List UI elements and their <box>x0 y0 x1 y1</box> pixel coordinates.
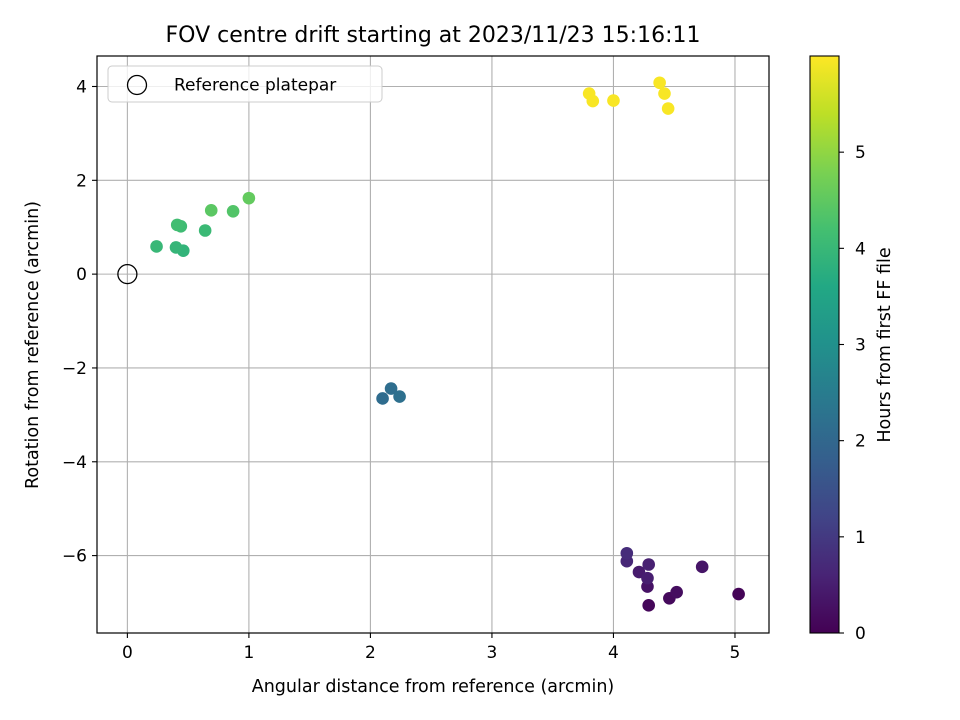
grid-lines <box>97 56 769 633</box>
x-axis-ticks: 0 1 2 3 4 5 <box>122 633 740 663</box>
x-axis-label: Angular distance from reference (arcmin) <box>252 677 615 697</box>
y-tick-label: −4 <box>62 453 87 473</box>
data-point <box>393 390 406 403</box>
data-point <box>620 546 634 560</box>
y-tick-label: −6 <box>62 547 87 567</box>
data-point <box>384 382 398 395</box>
data-point <box>607 94 620 107</box>
legend-reference-marker <box>126 74 148 96</box>
y-tick-label: 2 <box>76 171 87 191</box>
colorbar-tick-label: 5 <box>855 143 866 163</box>
y-axis-ticks: 4 2 0 −2 −4 −6 <box>62 77 97 567</box>
x-tick-label: 1 <box>243 643 254 663</box>
y-axis-label: Rotation from reference (arcmin) <box>23 201 43 489</box>
colorbar-ticks: 0 1 2 3 4 5 <box>839 143 866 644</box>
plot-frame <box>96 55 770 634</box>
data-point <box>586 94 600 108</box>
data-point <box>732 587 745 601</box>
colorbar-tick-label: 2 <box>855 432 866 452</box>
y-tick-label: 4 <box>76 77 87 97</box>
data-point <box>198 224 212 237</box>
chart-title: FOV centre drift starting at 2023/11/23 … <box>166 23 701 48</box>
colorbar-tick-label: 0 <box>855 624 866 644</box>
data-point <box>642 599 655 612</box>
x-tick-label: 0 <box>122 643 133 663</box>
legend-label-reference: Reference platepar <box>174 76 336 96</box>
data-point <box>661 102 675 115</box>
data-point <box>204 204 218 217</box>
data-point <box>242 191 256 205</box>
data-point <box>658 87 671 100</box>
data-point <box>695 560 709 574</box>
x-tick-label: 3 <box>487 643 498 663</box>
colorbar-tick-label: 3 <box>855 336 866 356</box>
legend-box <box>107 65 383 103</box>
colorbar-gradient <box>809 55 840 634</box>
colorbar-tick-label: 1 <box>855 528 866 548</box>
colorbar-tick-label: 4 <box>855 239 866 259</box>
data-point <box>653 76 666 90</box>
data-point <box>170 218 184 232</box>
x-tick-label: 2 <box>365 643 376 663</box>
data-point <box>226 204 240 218</box>
data-point <box>169 241 183 254</box>
x-tick-label: 4 <box>608 643 619 663</box>
reference-platepar-marker <box>117 263 138 285</box>
colorbar: 0 1 2 3 4 5 Hours from first FF file <box>809 55 895 644</box>
data-points <box>117 76 745 612</box>
data-point <box>641 571 654 585</box>
y-tick-label: −2 <box>62 359 87 379</box>
data-point <box>376 392 389 405</box>
legend: Reference platepar <box>107 65 383 103</box>
data-point <box>642 558 655 571</box>
x-tick-label: 5 <box>730 643 741 663</box>
colorbar-label: Hours from first FF file <box>875 247 895 442</box>
data-point <box>150 240 163 253</box>
y-tick-label: 0 <box>76 265 87 285</box>
data-point <box>670 585 683 599</box>
